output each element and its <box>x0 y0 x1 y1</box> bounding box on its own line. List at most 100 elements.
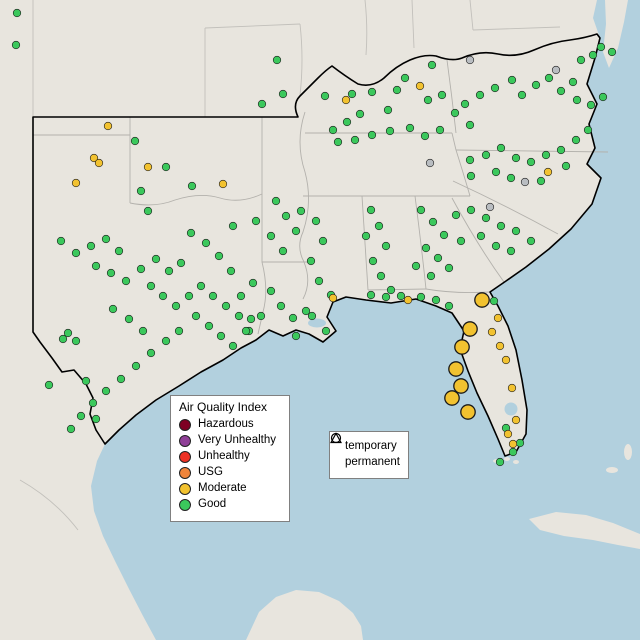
moderate-swatch-icon <box>179 483 191 495</box>
station-marker <box>425 158 435 168</box>
station-marker <box>511 415 521 425</box>
station-marker <box>385 126 395 136</box>
station-marker <box>228 341 238 351</box>
station-marker <box>66 424 76 434</box>
station-marker <box>453 378 469 394</box>
station-marker <box>161 162 171 172</box>
station-marker <box>121 276 131 286</box>
good-swatch-icon <box>179 499 191 511</box>
station-marker <box>306 256 316 266</box>
station-marker <box>485 202 495 212</box>
station-marker <box>320 91 330 101</box>
station-marker <box>556 145 566 155</box>
station-marker <box>415 81 425 91</box>
station-marker <box>503 429 513 439</box>
station-marker <box>101 234 111 244</box>
station-marker <box>124 314 134 324</box>
station-marker <box>366 205 376 215</box>
station-marker <box>266 286 276 296</box>
station-marker <box>257 99 267 109</box>
station-marker <box>517 90 527 100</box>
station-marker <box>201 238 211 248</box>
station-marker <box>588 50 598 60</box>
station-marker <box>506 173 516 183</box>
station-marker <box>246 314 256 324</box>
station-marker <box>435 125 445 135</box>
station-marker <box>103 121 113 131</box>
station-marker <box>367 87 377 97</box>
station-marker <box>146 348 156 358</box>
station-marker <box>444 301 454 311</box>
station-marker <box>571 135 581 145</box>
station-marker <box>361 231 371 241</box>
lake-okeechobee <box>504 402 518 416</box>
station-marker <box>526 236 536 246</box>
station-marker <box>281 211 291 221</box>
station-marker <box>174 326 184 336</box>
station-marker <box>12 8 22 18</box>
station-marker <box>543 167 553 177</box>
station-marker <box>490 83 500 93</box>
station-marker <box>88 398 98 408</box>
station-marker <box>367 130 377 140</box>
station-marker <box>572 95 582 105</box>
station-marker <box>146 281 156 291</box>
station-marker <box>278 246 288 256</box>
station-marker <box>251 216 261 226</box>
aqi-legend-title: Air Quality Index <box>179 400 268 414</box>
station-marker <box>433 253 443 263</box>
temporary-label: temporary <box>345 440 397 452</box>
station-marker <box>248 278 258 288</box>
station-marker <box>508 447 518 457</box>
station-marker <box>481 213 491 223</box>
station-marker <box>136 264 146 274</box>
station-marker <box>333 137 343 147</box>
station-marker <box>405 123 415 133</box>
station-marker <box>531 80 541 90</box>
symbol-legend: temporary permanent <box>329 431 409 479</box>
station-marker <box>496 143 506 153</box>
station-marker <box>208 291 218 301</box>
station-marker <box>214 251 224 261</box>
station-marker <box>386 285 396 295</box>
aqi-legend: Air Quality Index Hazardous Very Unhealt… <box>170 395 290 522</box>
station-marker <box>423 95 433 105</box>
station-marker <box>272 55 282 65</box>
legend-row-good: Good <box>179 499 281 511</box>
station-marker <box>108 304 118 314</box>
station-marker <box>491 167 501 177</box>
station-marker <box>291 331 301 341</box>
station-marker <box>416 205 426 215</box>
station-marker <box>71 248 81 258</box>
station-marker <box>450 108 460 118</box>
station-marker <box>56 236 66 246</box>
station-marker <box>291 226 301 236</box>
station-marker <box>481 150 491 160</box>
station-marker <box>311 216 321 226</box>
cuba-island <box>529 512 640 549</box>
station-marker <box>465 155 475 165</box>
legend-row-hazardous: Hazardous <box>179 419 281 431</box>
station-marker <box>465 120 475 130</box>
station-marker <box>431 295 441 305</box>
station-marker <box>347 89 357 99</box>
station-marker <box>493 313 503 323</box>
station-marker <box>511 153 521 163</box>
station-marker <box>462 321 478 337</box>
station-marker <box>551 65 561 75</box>
station-marker <box>91 414 101 424</box>
station-marker <box>508 439 518 449</box>
mainland <box>0 0 601 640</box>
station-marker <box>465 55 475 65</box>
station-marker <box>116 374 126 384</box>
hazardous-swatch-icon <box>179 419 191 431</box>
station-marker <box>106 268 116 278</box>
legend-row-very-unhealthy: Very Unhealthy <box>179 435 281 447</box>
station-marker <box>383 105 393 115</box>
station-marker <box>381 292 391 302</box>
station-marker <box>130 136 140 146</box>
station-marker <box>94 158 104 168</box>
station-marker <box>301 306 311 316</box>
station-marker <box>501 355 511 365</box>
